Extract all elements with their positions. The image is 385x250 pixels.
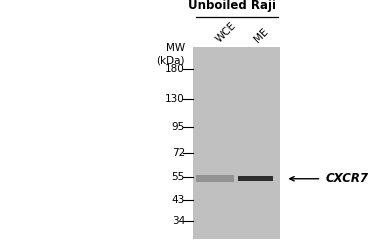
Text: MW
(kDa): MW (kDa) <box>156 43 185 66</box>
Text: 95: 95 <box>172 122 185 132</box>
Text: ME: ME <box>252 27 270 44</box>
Text: 180: 180 <box>165 64 185 74</box>
Text: WCE: WCE <box>214 20 238 44</box>
Bar <box>192 47 280 238</box>
Text: 130: 130 <box>165 94 185 104</box>
Text: Unboiled Raji: Unboiled Raji <box>188 0 276 12</box>
Bar <box>238 176 273 181</box>
Text: 34: 34 <box>172 216 185 226</box>
Bar <box>196 176 234 182</box>
Text: 43: 43 <box>172 194 185 204</box>
Text: 72: 72 <box>172 148 185 158</box>
Text: CXCR7: CXCR7 <box>325 172 368 185</box>
Text: 55: 55 <box>172 172 185 182</box>
